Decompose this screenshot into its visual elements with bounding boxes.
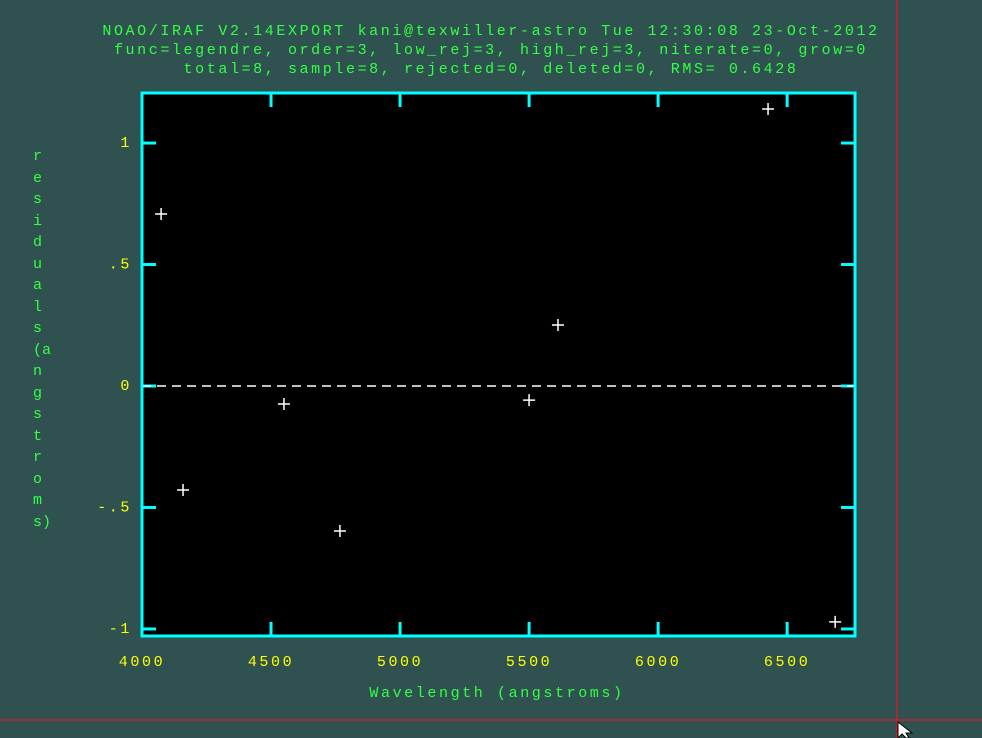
x-tick-label: 5000	[377, 654, 423, 671]
annotation: total=8, sample=8, rejected=0, deleted=0…	[184, 61, 799, 78]
point	[333, 525, 346, 538]
x-tick-label: 5500	[506, 654, 552, 671]
x-tick-label: 4500	[248, 654, 294, 671]
chart-title: NOAO/IRAF V2.14EXPORT kani@texwiller-ast…	[102, 23, 879, 40]
point	[762, 103, 775, 116]
subtitle: func=legendre, order=3, low_rej=3, high_…	[114, 42, 868, 59]
point	[155, 207, 168, 220]
y-axis-label: residuals (angstroms)	[33, 148, 52, 531]
x-tick-label: 6500	[764, 654, 810, 671]
point	[177, 483, 190, 496]
y-tick-label: 1	[120, 135, 132, 152]
point	[829, 615, 842, 628]
mouse-pointer	[897, 720, 914, 738]
point	[523, 394, 536, 407]
x-tick-label: 4000	[119, 654, 165, 671]
x-axis-label: Wavelength (angstroms)	[369, 685, 624, 702]
plot-frame	[140, 91, 857, 638]
plot-area	[142, 93, 855, 636]
y-tick-label: -1	[109, 621, 132, 638]
point	[551, 319, 564, 332]
x-tick-label: 6000	[635, 654, 681, 671]
y-tick-label: 0	[120, 378, 132, 395]
point	[277, 397, 290, 410]
y-tick-label: .5	[109, 256, 132, 273]
y-tick-label: -.5	[97, 499, 132, 516]
